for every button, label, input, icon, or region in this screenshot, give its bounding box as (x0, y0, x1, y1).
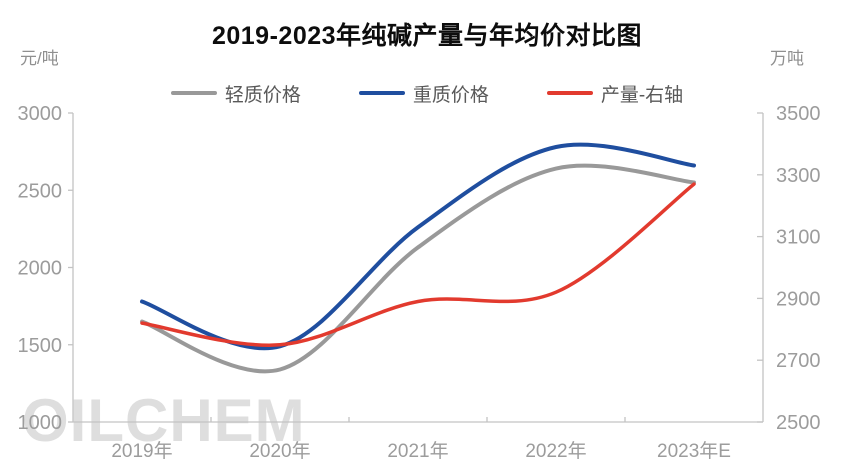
legend-label: 轻质价格 (224, 84, 301, 106)
legend-label: 重质价格 (412, 84, 489, 106)
output-line-swatch-icon (546, 91, 593, 95)
legend-label: 产量-右轴 (600, 84, 684, 106)
y-left-tick-label: 2500 (18, 180, 63, 202)
left-axis-unit-label: 元/吨 (20, 49, 59, 68)
x-tick-label: 2022年 (525, 440, 586, 462)
x-tick-label: 2023年E (657, 440, 731, 462)
y-right-tick-label: 3300 (776, 165, 821, 187)
right-axis-unit-label: 万吨 (770, 49, 804, 68)
heavy-price-line-swatch-icon (358, 91, 405, 95)
legend: 轻质价格 重质价格 产量-右轴 (0, 80, 854, 106)
y-right-tick-label: 3500 (776, 103, 821, 125)
y-right-tick-label: 2900 (776, 288, 821, 310)
y-left-tick-label: 1000 (18, 412, 63, 434)
x-tick-label: 2021年 (387, 440, 448, 462)
legend-item-heavy-price[interactable]: 重质价格 (358, 80, 489, 107)
y-left-tick-label: 1500 (18, 335, 63, 357)
legend-item-output-right-axis[interactable]: 产量-右轴 (546, 80, 684, 107)
series-line-0 (140, 163, 696, 374)
legend-item-light-price[interactable]: 轻质价格 (170, 80, 301, 107)
y-left-tick-label: 2000 (18, 258, 63, 280)
x-tick-label: 2020年 (249, 440, 310, 462)
y-right-tick-label: 2700 (776, 350, 821, 372)
y-left-tick-label: 3000 (18, 103, 63, 125)
y-right-tick-label: 2500 (776, 412, 821, 434)
oilchem-watermark: OILCHEM (22, 387, 306, 454)
light-price-line-swatch-icon (170, 91, 217, 95)
series-line-2 (140, 182, 696, 347)
chart-title: 2019-2023年纯碱产量与年均价对比图 (211, 22, 643, 50)
x-tick-label: 2019年 (111, 440, 172, 462)
y-right-tick-label: 3100 (776, 227, 821, 249)
